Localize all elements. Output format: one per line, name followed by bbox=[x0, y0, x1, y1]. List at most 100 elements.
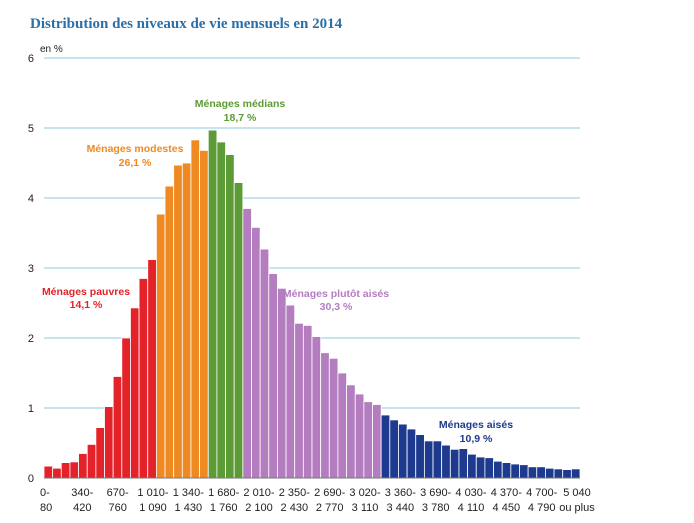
x-tick-label: 3 020- bbox=[349, 487, 381, 499]
annotation-pauvres-share: 14,1 % bbox=[70, 299, 103, 311]
x-tick-label: 4 790 bbox=[528, 502, 556, 514]
histogram-bar bbox=[380, 414, 391, 479]
x-tick-label: 2 010- bbox=[243, 487, 275, 499]
histogram-bar bbox=[69, 461, 79, 479]
histogram-bar bbox=[78, 453, 88, 479]
histogram-bar bbox=[536, 466, 546, 479]
histogram-bar bbox=[138, 278, 149, 479]
y-tick-label: 3 bbox=[28, 263, 34, 275]
histogram-bar bbox=[311, 336, 322, 479]
histogram-bar bbox=[207, 129, 218, 479]
x-tick-label: 1 340- bbox=[173, 487, 205, 499]
x-tick-label: 1 680- bbox=[208, 487, 240, 499]
x-tick-label: 2 350- bbox=[279, 487, 311, 499]
histogram-bar bbox=[415, 434, 425, 479]
x-tick-label: 1 760 bbox=[210, 502, 238, 514]
histogram-bar bbox=[475, 456, 486, 479]
histogram-bar bbox=[173, 164, 183, 479]
annotation-medians-name: Ménages médians bbox=[195, 98, 286, 110]
annotation-pauvres-name: Ménages pauvres bbox=[42, 286, 130, 298]
y-tick-label: 2 bbox=[28, 333, 34, 345]
histogram-bar bbox=[104, 406, 114, 479]
x-tick-label: 5 040 bbox=[563, 487, 591, 499]
y-tick-label: 1 bbox=[28, 403, 34, 415]
x-tick-label: 2 430 bbox=[281, 502, 309, 514]
histogram-bar bbox=[337, 372, 347, 479]
x-tick-label: 3 780 bbox=[422, 502, 450, 514]
x-tick-label: 1 010- bbox=[137, 487, 169, 499]
annotation-modestes-name: Ménages modestes bbox=[87, 143, 184, 155]
histogram-bar bbox=[441, 444, 451, 479]
histogram-bar bbox=[570, 468, 581, 479]
histogram-bar bbox=[95, 427, 105, 479]
histogram-bar bbox=[155, 213, 166, 479]
x-tick-label: 2 100 bbox=[245, 502, 273, 514]
histogram-bar bbox=[294, 322, 304, 479]
histogram-bar bbox=[346, 384, 356, 479]
histogram-bar bbox=[519, 464, 529, 479]
histogram-bar bbox=[398, 423, 408, 479]
bars bbox=[43, 129, 581, 479]
histogram-bar bbox=[147, 259, 157, 479]
histogram-bar bbox=[354, 393, 365, 479]
x-tick-label: 0- bbox=[40, 487, 50, 499]
x-tick-label: 1 430 bbox=[175, 502, 203, 514]
x-tick-label: 760 bbox=[109, 502, 127, 514]
annotation-modestes-share: 26,1 % bbox=[119, 157, 152, 169]
histogram-bar bbox=[259, 248, 270, 479]
x-tick-label: 3 690- bbox=[420, 487, 452, 499]
x-tick-label: 340- bbox=[71, 487, 93, 499]
histogram-bar bbox=[285, 304, 296, 479]
annotation-plutot-aises-name: Ménages plutôt aisés bbox=[283, 288, 389, 300]
histogram-bar bbox=[553, 468, 564, 479]
x-tick-label: 1 090 bbox=[139, 502, 167, 514]
histogram-bar bbox=[328, 357, 339, 479]
histogram-bar bbox=[242, 208, 252, 479]
histogram-bar bbox=[164, 185, 175, 479]
x-tick-label: 420 bbox=[73, 502, 91, 514]
y-tick-label: 5 bbox=[28, 123, 34, 135]
histogram-bar bbox=[233, 182, 244, 479]
histogram-bar bbox=[52, 467, 62, 479]
histogram-bar bbox=[545, 467, 555, 479]
annotation-plutot-aises-share: 30,3 % bbox=[320, 301, 353, 313]
x-tick-label: 2 770 bbox=[316, 502, 344, 514]
histogram-bar bbox=[130, 307, 140, 479]
histogram-bar bbox=[60, 462, 71, 479]
histogram-bar bbox=[510, 463, 520, 479]
histogram-bar bbox=[121, 337, 131, 479]
histogram-bar bbox=[493, 460, 503, 479]
annotation-medians-share: 18,7 % bbox=[224, 112, 257, 124]
histogram-bar bbox=[112, 376, 123, 479]
histogram-bar bbox=[432, 440, 443, 479]
x-tick-label: 3 440 bbox=[387, 502, 415, 514]
histogram-bar bbox=[225, 154, 235, 479]
y-axis-unit-label: en % bbox=[40, 44, 63, 55]
y-tick-label: 0 bbox=[28, 473, 34, 485]
histogram-bar bbox=[484, 457, 494, 479]
x-tick-label: 2 690- bbox=[314, 487, 346, 499]
histogram-bar bbox=[199, 149, 209, 479]
histogram-bar bbox=[449, 448, 460, 479]
x-tick-label: 3 360- bbox=[385, 487, 417, 499]
x-tick-label: ou plus bbox=[559, 502, 595, 514]
histogram-bar bbox=[320, 352, 330, 479]
histogram-bar bbox=[302, 324, 313, 479]
annotation-aises-name: Ménages aisés bbox=[439, 419, 513, 431]
histogram-bar bbox=[277, 287, 287, 479]
y-tick-labels: 0 1 2 3 4 5 6 bbox=[28, 53, 34, 485]
histogram-bar bbox=[181, 162, 192, 479]
x-tick-label: 4 450 bbox=[493, 502, 521, 514]
histogram-bar bbox=[467, 453, 477, 479]
x-tick-labels: 0- 80 340- 420 670- 760 1 010- 1 090 1 340- 1 430… bbox=[40, 487, 595, 514]
histogram-bar bbox=[389, 419, 399, 479]
histogram-bar bbox=[363, 401, 373, 479]
histogram-bar bbox=[190, 139, 201, 479]
histogram-bar bbox=[372, 404, 382, 479]
histogram-bar bbox=[458, 448, 469, 479]
x-tick-label: 4 030- bbox=[455, 487, 487, 499]
x-tick-label: 4 700- bbox=[526, 487, 558, 499]
x-tick-label: 80 bbox=[40, 502, 52, 514]
histogram-bar bbox=[562, 469, 572, 479]
